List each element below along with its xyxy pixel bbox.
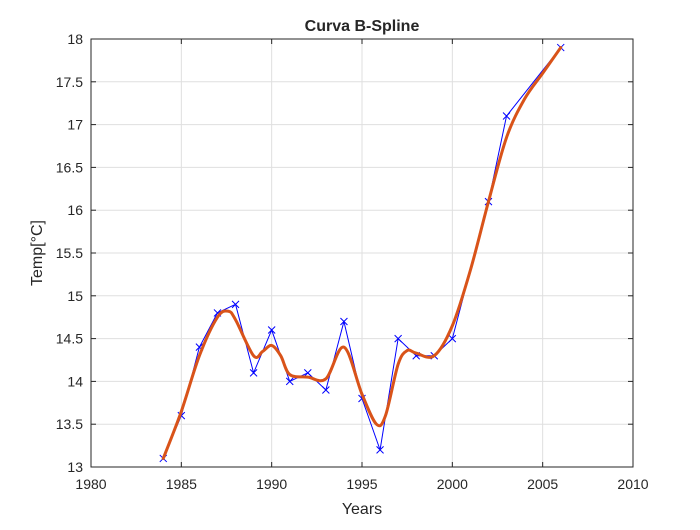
series-1-marker xyxy=(448,334,457,343)
y-tick-label: 13 xyxy=(67,459,83,475)
tick-labels: 1980 1985 1990 1995 2000 2005 2010 13 13.5 14 14.5… xyxy=(56,31,649,492)
series-1-marker xyxy=(303,368,312,377)
y-axis-label: Temp[°C] xyxy=(29,220,46,286)
y-tick-label: 17.5 xyxy=(56,74,83,90)
series-1-marker xyxy=(285,377,294,386)
x-tick-label: 1995 xyxy=(346,476,377,492)
y-tick-label: 15.5 xyxy=(56,245,83,261)
series-1-marker xyxy=(231,300,240,309)
series-1-marker xyxy=(502,112,511,120)
y-tick-label: 16.5 xyxy=(56,159,83,175)
x-axis-label: Years xyxy=(342,501,382,518)
tick-marks xyxy=(90,38,634,468)
x-tick-label: 1990 xyxy=(256,476,287,492)
series-1-marker xyxy=(267,326,276,334)
x-tick-label: 1985 xyxy=(166,476,197,492)
y-tick-label: 16 xyxy=(67,202,83,218)
series-1-marker xyxy=(376,446,384,454)
chart-title: Curva B-Spline xyxy=(305,18,420,35)
series-1-marker xyxy=(249,368,258,377)
series-lines xyxy=(159,43,565,463)
series-1-marker xyxy=(340,317,348,326)
series-2-spline-curve xyxy=(161,46,563,460)
y-tick-label: 18 xyxy=(67,31,83,47)
series-1-marker xyxy=(394,334,402,343)
x-tick-label: 2000 xyxy=(437,476,468,492)
series-1-marker xyxy=(322,386,330,394)
x-tick-label: 2010 xyxy=(617,476,648,492)
y-tick-label: 14 xyxy=(67,373,83,389)
y-tick-label: 14.5 xyxy=(56,331,83,347)
y-tick-label: 17 xyxy=(67,117,83,133)
y-tick-label: 15 xyxy=(67,288,83,304)
x-tick-label: 1980 xyxy=(75,476,106,492)
x-tick-label: 2005 xyxy=(527,476,558,492)
y-tick-label: 13.5 xyxy=(56,416,83,432)
